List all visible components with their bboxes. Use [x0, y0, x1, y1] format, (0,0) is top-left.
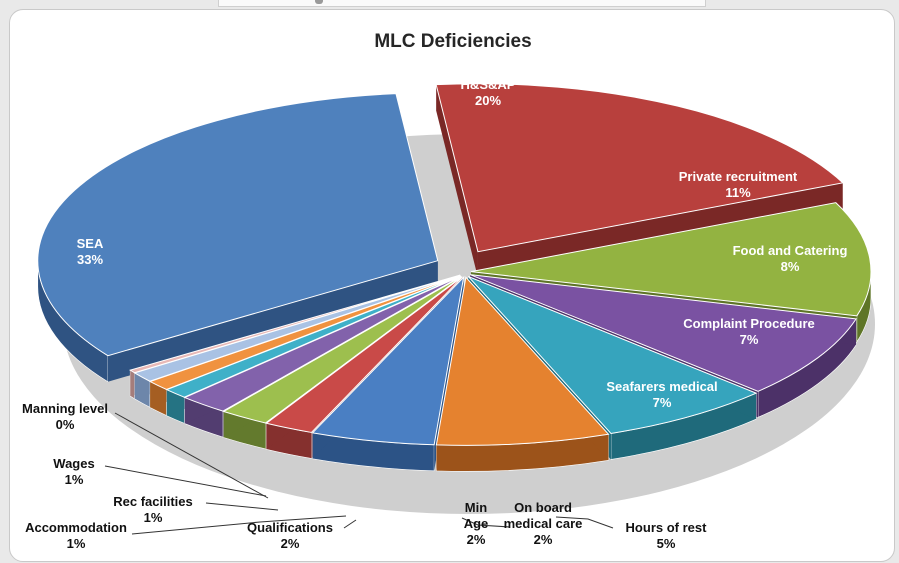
pie-chart: MLC Deficiencies H&S&AP 20% Private recrui…	[22, 31, 875, 551]
leader-line	[114, 412, 269, 499]
leader-line	[555, 516, 614, 529]
leader-line	[461, 517, 511, 528]
slice-label: Complaint Procedure 7%	[683, 316, 814, 347]
slice-label: Seafarers medical 7%	[606, 379, 717, 410]
leader-line	[104, 465, 267, 497]
pie-tops	[37, 83, 872, 446]
slice-wall	[436, 84, 478, 278]
toolbar-marker	[315, 0, 323, 4]
slice-top-4	[435, 276, 610, 446]
slice-top-2	[470, 274, 857, 392]
slice-label: SEA 33%	[77, 236, 104, 267]
slice-top-6	[265, 276, 463, 433]
slice-label: Rec facilities 1%	[113, 494, 193, 525]
slice-label: Accommodation 1%	[25, 520, 127, 551]
leader-line	[205, 502, 279, 511]
slice-labels: H&S&AP 20% Private recruitment 11% Food and …	[22, 77, 847, 551]
slice-wall	[107, 260, 438, 382]
leader-lines	[104, 412, 614, 535]
top-toolbar-strip	[218, 0, 706, 7]
slice-label: H&S&AP 20%	[461, 77, 516, 108]
slice-label: Private recruitment 11%	[679, 169, 798, 200]
leader-line	[131, 515, 347, 535]
slice-label: Min Age 2%	[464, 500, 489, 547]
chart-title: MLC Deficiencies	[374, 31, 531, 52]
chart-panel: MLC Deficiencies H&S&AP 20% Private recrui…	[9, 9, 895, 562]
slice-label: Manning level 0%	[22, 401, 108, 432]
slice-top-7	[222, 276, 463, 424]
slice-label: Food and Catering 8%	[733, 243, 848, 274]
leader-line	[343, 519, 357, 529]
slice-label: On board medical care 2%	[504, 500, 583, 547]
slice-label: Qualifications 2%	[247, 520, 333, 551]
slice-top-3	[467, 276, 758, 434]
slice-top-5	[311, 275, 465, 446]
slice-label: Hours of rest 5%	[626, 520, 708, 551]
slice-top-0	[435, 83, 844, 253]
slice-top-13	[37, 93, 439, 357]
slice-top-1	[470, 202, 872, 317]
slice-label: Wages 1%	[53, 456, 94, 487]
slice-top-8	[183, 275, 462, 412]
